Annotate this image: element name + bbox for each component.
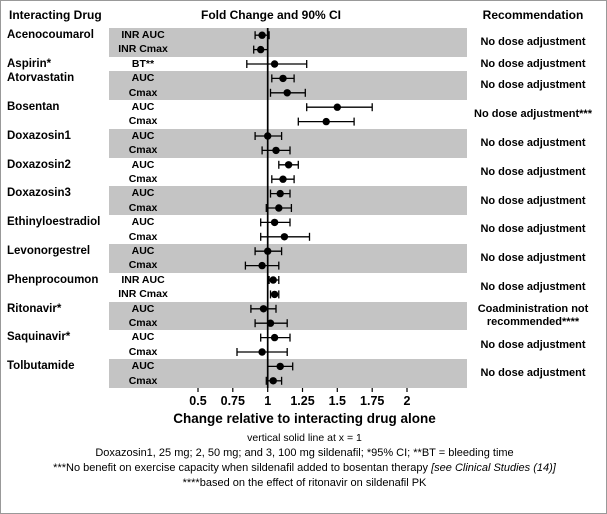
- measure-label: Cmax: [128, 259, 158, 272]
- column-header-recommendation: Recommendation: [482, 8, 584, 22]
- recommendation: No dose adjustment: [480, 338, 586, 351]
- measure-label: INR Cmax: [118, 288, 168, 301]
- drug-name: Saquinavir*: [7, 331, 71, 344]
- row-band: [109, 128, 467, 158]
- recommendation: No dose adjustment: [480, 280, 586, 293]
- measure-label: Cmax: [128, 115, 158, 128]
- column-header-fold-change: Fold Change and 90% CI: [200, 8, 341, 22]
- measure-label: AUC: [131, 72, 155, 85]
- drug-name: Phenprocoumon: [7, 273, 99, 286]
- drug-name: Doxazosin3: [7, 187, 71, 200]
- row-band: [109, 186, 467, 216]
- measure-label: AUC: [131, 158, 155, 171]
- column-header-interacting-drug: Interacting Drug: [9, 8, 102, 22]
- measure-label: Cmax: [128, 317, 158, 329]
- x-tick-label: 1.75: [360, 394, 385, 408]
- drug-name: Tolbutamide: [7, 360, 75, 373]
- x-tick-label: 1.25: [290, 394, 315, 408]
- measure-label: Cmax: [128, 345, 158, 358]
- drug-name: Atorvastatin: [7, 72, 75, 85]
- reference-line-note: vertical solid line at x = 1: [247, 432, 362, 444]
- measure-label: AUC: [131, 129, 155, 142]
- recommendation: No dose adjustment: [480, 165, 586, 178]
- recommendation: No dose adjustment: [480, 79, 586, 92]
- recommendation: No dose adjustment: [480, 57, 586, 70]
- measure-label: Cmax: [128, 86, 158, 99]
- measure-label: INR AUC: [121, 273, 165, 286]
- row-band: [109, 28, 467, 57]
- measure-label: INR AUC: [121, 29, 165, 41]
- drug-name: Aspirin*: [7, 57, 52, 70]
- drug-name: Doxazosin1: [7, 129, 71, 142]
- measure-label: Cmax: [128, 201, 158, 214]
- measure-label: AUC: [131, 302, 155, 315]
- footnote-bosentan-reference: [see Clinical Studies (14)]: [431, 462, 556, 474]
- measure-label: Cmax: [128, 144, 158, 157]
- measure-label: Cmax: [128, 173, 158, 185]
- recommendation: Coadministration not recommended****: [477, 303, 589, 328]
- row-band: [109, 359, 467, 388]
- measure-label: BT**: [131, 57, 155, 70]
- recommendation: No dose adjustment: [480, 194, 586, 207]
- measure-label: Cmax: [128, 230, 158, 243]
- drug-name: Levonorgestrel: [7, 245, 91, 257]
- footnote-bosentan: ***No benefit on exercise capacity when …: [1, 462, 606, 474]
- drug-name: Bosentan: [7, 101, 60, 113]
- measure-label: INR Cmax: [118, 43, 168, 56]
- measure-label: AUC: [131, 245, 155, 257]
- measure-label: AUC: [131, 360, 155, 373]
- row-band: [109, 301, 467, 331]
- recommendation: No dose adjustment***: [474, 108, 592, 121]
- footnote-bosentan-text: ***No benefit on exercise capacity when …: [53, 462, 432, 474]
- measure-label: AUC: [131, 187, 155, 200]
- drug-name: Ritonavir*: [7, 302, 62, 315]
- x-tick-label: 1: [264, 394, 272, 408]
- measure-label: AUC: [131, 331, 155, 344]
- recommendation: No dose adjustment: [480, 367, 586, 380]
- measure-label: AUC: [131, 101, 155, 113]
- x-tick-label: 2: [403, 394, 411, 408]
- measure-label: AUC: [131, 216, 155, 229]
- drug-name: Ethinyloestradiol: [7, 216, 101, 229]
- x-tick-label: 1.5: [328, 394, 346, 408]
- row-band: [109, 244, 467, 273]
- footnote-doses: Doxazosin1, 25 mg; 2, 50 mg; and 3, 100 …: [95, 447, 514, 459]
- drug-name: Doxazosin2: [7, 158, 71, 171]
- measure-label: Cmax: [128, 374, 158, 387]
- footnote-ritonavir: ****based on the effect of ritonavir on …: [182, 477, 427, 489]
- x-tick-label: 0.75: [220, 394, 245, 408]
- recommendation: No dose adjustment: [480, 136, 586, 149]
- x-tick-label: 0.5: [189, 394, 207, 408]
- drug-name: Acenocoumarol: [7, 29, 94, 41]
- recommendation: No dose adjustment: [480, 36, 586, 49]
- x-axis-title: Change relative to interacting drug alon…: [173, 411, 436, 426]
- recommendation: No dose adjustment: [480, 223, 586, 236]
- recommendation: No dose adjustment: [480, 252, 586, 265]
